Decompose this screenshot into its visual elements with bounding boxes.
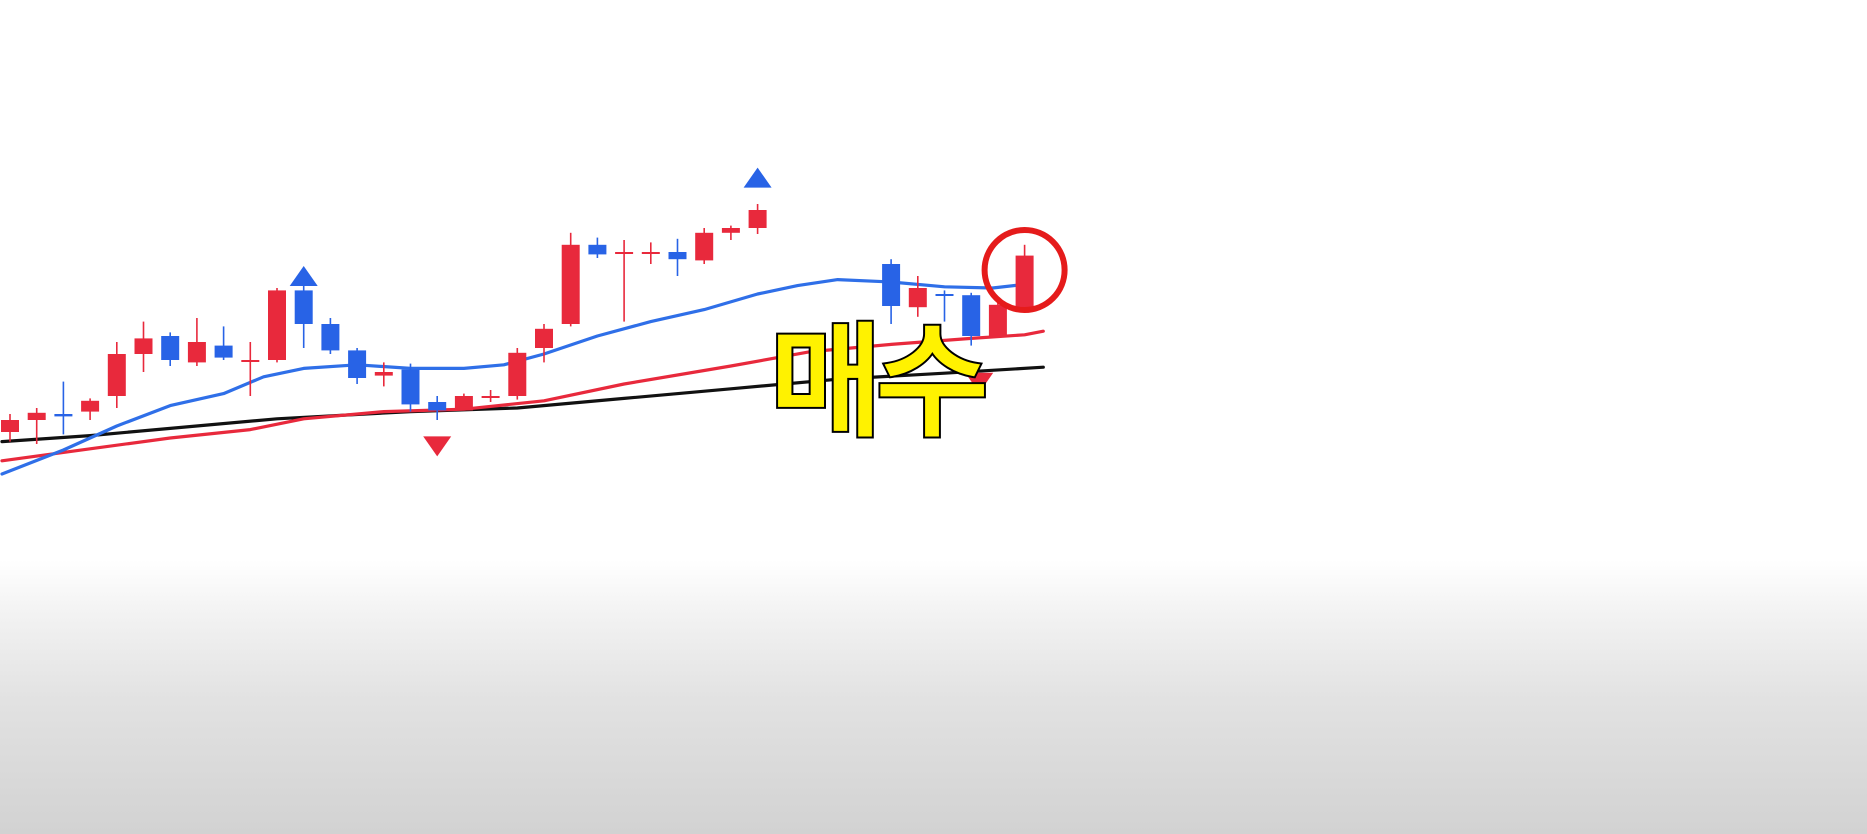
candle-body-down <box>428 402 447 411</box>
candle-body-up <box>241 360 260 362</box>
sell-signal-down-triangle-icon <box>965 372 994 393</box>
buy-signal-label: 매수 <box>768 312 991 454</box>
sell-signal-down-triangle-icon <box>423 436 452 457</box>
candle-body-up <box>454 396 473 411</box>
buy-signal-up-triangle-icon <box>743 167 772 188</box>
candle-body-down <box>348 350 367 378</box>
candle-body-up <box>615 252 634 254</box>
candle-body-up <box>641 252 660 254</box>
candle-body-up <box>481 396 500 398</box>
candle-body-down <box>401 369 420 405</box>
candle-body-down <box>668 252 687 260</box>
candle-body-up <box>1015 255 1034 308</box>
candle-body-down <box>962 295 981 336</box>
candle-body-up <box>508 352 527 396</box>
candle-body-down <box>161 336 180 360</box>
candle-body-up <box>81 400 100 412</box>
candle-body-down <box>882 264 901 306</box>
candle-body-down <box>214 345 233 358</box>
highlight-circle <box>981 227 1068 313</box>
buy-signal-up-triangle-icon <box>289 266 318 286</box>
candle-body-down <box>54 414 73 417</box>
candle-body-up <box>988 304 1007 336</box>
candle-body-up <box>695 232 714 261</box>
candle-body-up <box>535 328 553 348</box>
candle-body-up <box>134 338 153 354</box>
candle-body-up <box>721 228 740 233</box>
candle-body-up <box>1 420 19 432</box>
candle-body-down <box>294 290 313 324</box>
candle-body-down <box>935 294 954 296</box>
moving-average-mid-line <box>0 329 1045 463</box>
candle-body-up <box>27 412 46 420</box>
candle-body-up <box>561 244 580 324</box>
candle-body-up <box>908 288 927 308</box>
candle-body-up <box>107 354 126 396</box>
moving-average-long-line <box>0 365 1045 444</box>
candle-body-up <box>268 290 286 360</box>
candle-body-up <box>748 210 767 228</box>
candle-body-up <box>187 342 206 363</box>
candle-body-down <box>321 324 340 351</box>
candle-body-down <box>588 244 607 255</box>
candle-body-up <box>374 372 393 376</box>
